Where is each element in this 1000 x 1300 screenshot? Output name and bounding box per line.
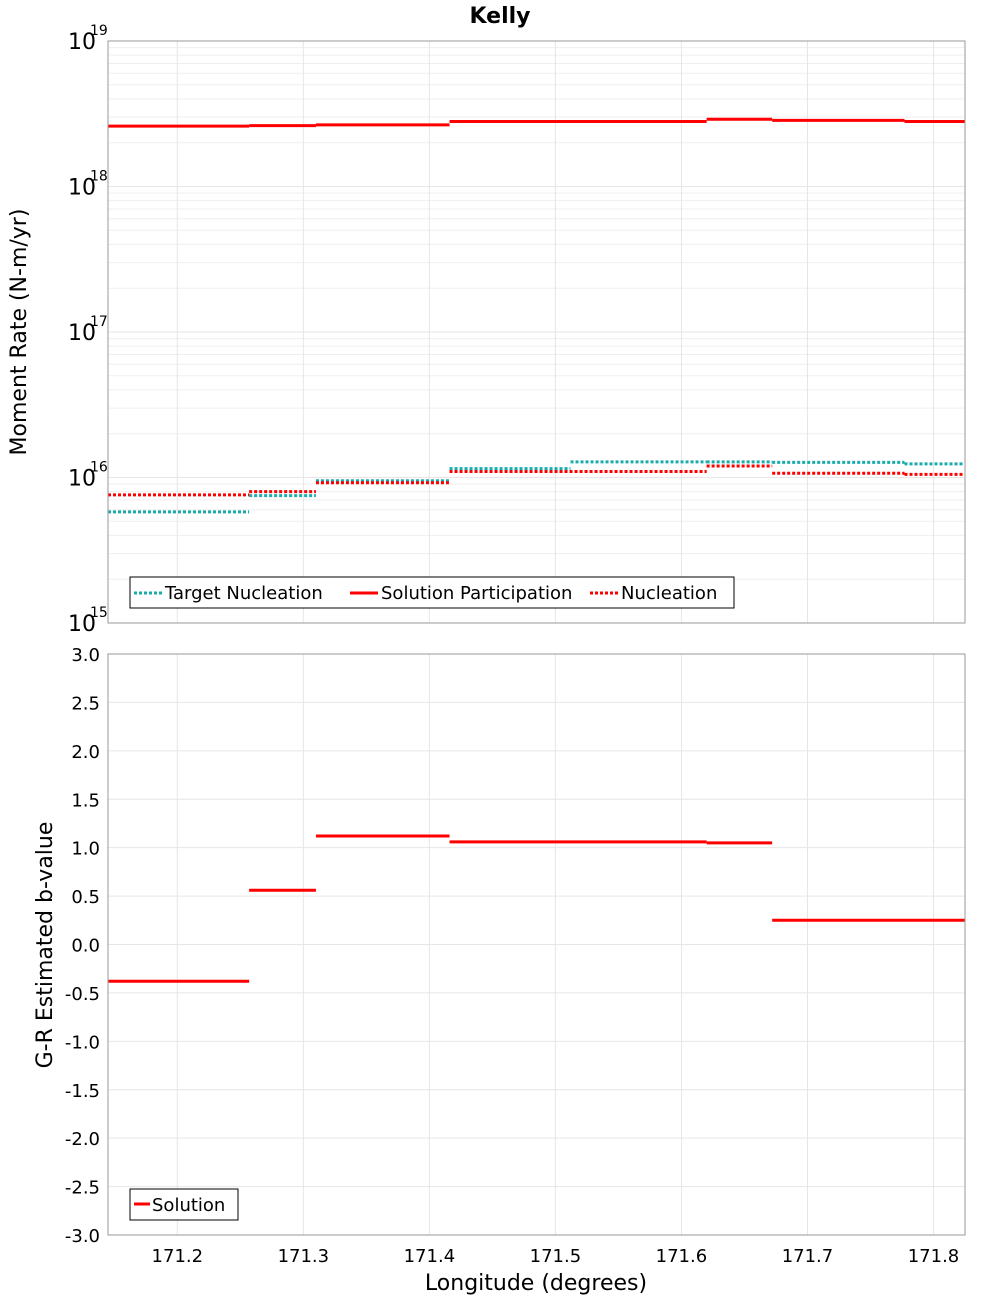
b-value-y-axis-label: G-R Estimated b-value [33,822,58,1069]
moment-rate-legend-box [129,576,735,609]
b-value-y-ticks: 3.0 2.5 2.0 1.5 1.0 0.5 0.0 -0.5 -1.0 -1.5 -2.0 -2.… [65,645,100,1247]
moment-rate-gridlines [108,41,965,624]
b-value-panel: 3.0 2.5 2.0 1.5 1.0 0.5 0.0 -0.5 -1.0 -1.5 -2.0 -2.… [33,645,966,1296]
nucleation-legend-label: Nucleation [621,583,717,604]
b-value-y-tick-label: -1.5 [65,1081,100,1102]
moment-rate-y-tick-exponent: 19 [90,23,108,39]
b-value-y-tick-label: 2.5 [71,693,100,714]
longitude-x-tick-label: 171.8 [908,1246,960,1267]
longitude-x-tick-label: 171.4 [404,1246,456,1267]
b-value-y-tick-label: -3.0 [65,1226,100,1247]
moment-rate-series [108,117,965,514]
moment-rate-y-tick-exponent: 15 [90,605,108,621]
moment-rate-y-tick-exponent: 17 [90,314,108,330]
moment-rate-plot-frame [107,40,966,624]
longitude-x-tick-label: 171.3 [278,1246,330,1267]
chart-title: Kelly [469,4,530,29]
b-value-series [108,834,965,983]
longitude-x-axis-label: Longitude (degrees) [425,1271,647,1296]
longitude-x-ticks: 171.2 171.3 171.4 171.5 171.6 171.7 171.8 [152,1246,960,1267]
longitude-x-tick-label: 171.6 [656,1246,708,1267]
moment-rate-y-tick-exponent: 18 [90,169,108,185]
moment-rate-y-tick-base: 10 [68,321,96,346]
b-value-y-tick-label: 1.0 [71,839,100,860]
b-value-y-tick-label: 0.0 [71,936,100,957]
b-value-plot-frame [107,653,966,1236]
longitude-x-tick-label: 171.5 [530,1246,582,1267]
b-value-y-tick-label: 3.0 [71,645,100,666]
b-value-y-tick-label: 0.5 [71,887,100,908]
b-value-y-tick-label: -0.5 [65,984,100,1005]
b-value-y-tick-label: -2.0 [65,1129,100,1150]
moment-rate-y-tick-base: 10 [68,176,96,201]
moment-rate-y-axis-label: Moment Rate (N-m/yr) [7,209,32,456]
moment-rate-y-tick-base: 10 [68,612,96,637]
longitude-x-tick-label: 171.2 [152,1246,204,1267]
b-value-legend: Solution [129,1188,239,1221]
b-value-y-tick-label: 2.0 [71,742,100,763]
moment-rate-y-tick-base: 10 [68,467,96,492]
b-value-y-tick-label: -1.0 [65,1032,100,1053]
b-value-y-tick-label: -2.5 [65,1178,100,1199]
target-nucleation-legend-label: Target Nucleation [164,583,323,604]
longitude-x-tick-label: 171.7 [782,1246,834,1267]
b-value-gridlines [108,653,965,1236]
b-value-y-tick-label: 1.5 [71,790,100,811]
moment-rate-y-tick-base: 10 [68,30,96,55]
moment-rate-legend: Target Nucleation Solution Participation N… [129,576,735,609]
solution-legend-label: Solution [152,1195,225,1216]
solution-participation-legend-label: Solution Participation [381,583,572,604]
moment-rate-y-tick-exponent: 16 [90,460,108,476]
